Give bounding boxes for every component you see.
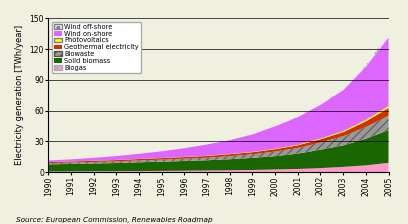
Legend: Wind off-shore, Wind on-shore, Photovoltaics, Geothermal electricity, Biowaste, : Wind off-shore, Wind on-shore, Photovolt… bbox=[51, 22, 141, 73]
Y-axis label: Electricity generation [TWh/year]: Electricity generation [TWh/year] bbox=[15, 25, 24, 165]
Text: Source: European Commission, Renewables Roadmap: Source: European Commission, Renewables … bbox=[16, 217, 213, 223]
